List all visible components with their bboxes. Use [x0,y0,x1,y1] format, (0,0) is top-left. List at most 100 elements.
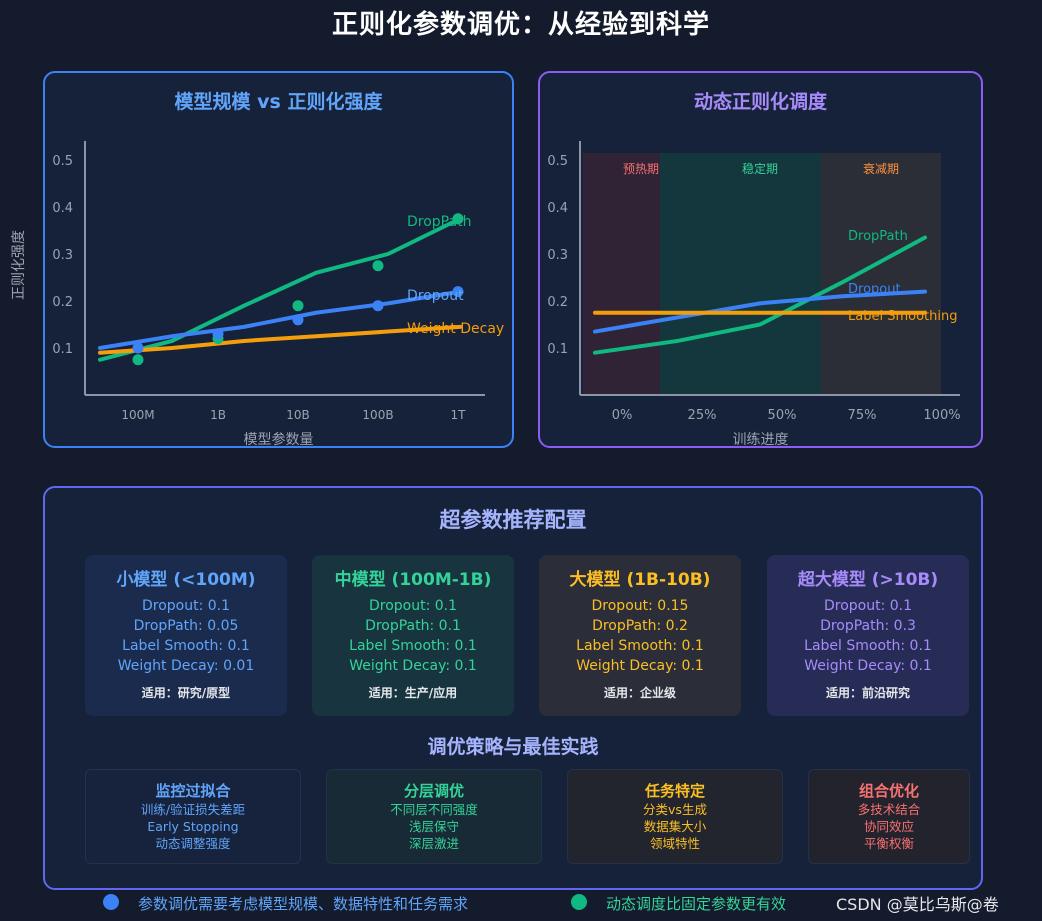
config-param: DropPath: 0.1 [365,618,461,634]
x-tick-label: 1B [210,408,226,422]
droppath-label: DropPath [848,229,908,244]
footer-bullet-icon [571,894,587,910]
data-point-dropout [132,342,144,354]
phase-stable-label: 稳定期 [742,161,778,176]
config-param: Label Smooth: 0.1 [804,638,932,654]
phase-decay-label: 衰减期 [863,161,899,176]
strategy-point: 数据集大小 [643,819,707,834]
config-card: 大模型 (1B-10B) Dropout: 0.15 DropPath: 0.2 La… [539,555,741,716]
config-param: Dropout: 0.1 [823,598,913,614]
strategy-title: 监控过拟合 [155,782,231,800]
strategy-card: 监控过拟合 训练/验证损失差距 Early Stopping 动态调整强度 [85,769,301,864]
y-tick-label: 0.4 [52,201,73,216]
config-param: Weight Decay: 0.1 [349,658,477,674]
config-card: 中模型 (100M-1B) Dropout: 0.1 DropPath: 0.1 La… [312,555,514,716]
weight-decay-label: Weight Decay [407,321,504,337]
model-scale-chart: 0.5 0.4 0.3 0.2 0.1 100M 1B 10B 100B 1T DropPath… [52,141,504,422]
config-param: Weight Decay: 0.01 [117,658,255,674]
config-card-title: 中模型 (100M-1B) [334,570,492,590]
y-tick-label: 0.1 [52,342,73,357]
watermark: CSDN @莫比乌斯@卷 [836,895,999,914]
strategy-point: 领域特性 [649,836,700,851]
phase-warmup-label: 预热期 [623,162,659,176]
config-param: DropPath: 0.3 [820,618,916,634]
y-tick-label: 0.4 [547,201,568,216]
x-tick-label: 100B [362,408,393,422]
right-chart-title: 动态正则化调度 [693,91,827,113]
series-line-weight-decay [98,324,462,355]
config-param: Label Smooth: 0.1 [349,638,477,654]
data-point-droppath [452,213,464,225]
config-param: Label Smooth: 0.1 [576,638,704,654]
strategy-point: 分类vs生成 [643,802,707,817]
config-use-case: 适用：前沿研究 [825,686,910,700]
page-title: 正则化参数调优：从经验到科学 [331,10,710,40]
config-param: Dropout: 0.1 [141,598,231,614]
config-use-case: 适用：研究/原型 [141,686,231,700]
x-tick-label: 0% [612,408,633,423]
strategy-point: 动态调整强度 [155,836,231,851]
model-scale-chart-panel: 模型规模 vs 正则化强度 0.5 0.4 0.3 0.2 0.1 100M 1B 10B 1… [43,71,514,448]
y-tick-label: 0.2 [547,295,568,310]
config-param: Dropout: 0.15 [591,598,689,614]
config-param: Dropout: 0.1 [368,598,458,614]
strategy-card: 分层调优 不同层不同强度 浅层保守 深层激进 [326,769,542,864]
strategy-card: 任务特定分类vs生成 数据集大小领域特性 [567,769,783,864]
data-point-dropout [292,314,304,326]
strategy-point: 多技术结合 [857,802,921,817]
x-tick-label: 50% [768,408,797,423]
droppath-label: DropPath [407,214,471,230]
recommend-title: 超参数推荐配置 [439,508,587,532]
config-use-case: 适用：生产/应用 [368,686,458,700]
data-point-droppath [292,300,304,312]
config-card: 小模型 (<100M) Dropout: 0.1 DropPath: 0.05 Lab… [85,555,287,716]
dropout-label: Dropout [848,282,901,297]
config-card: 超大模型 (>10B) Dropout: 0.1 DropPath: 0.3 Labe… [767,555,969,716]
x-tick-label: 1T [451,408,467,422]
right-x-axis-label: 训练进度 [732,432,789,448]
y-tick-label: 0.1 [547,342,568,357]
data-point-dropout [372,300,384,312]
series-line-droppath [98,216,462,362]
config-param: DropPath: 0.2 [592,618,688,634]
data-point-droppath [372,260,384,272]
strategies-title: 调优策略与最佳实践 [427,736,599,758]
footer-bullet-icon [103,894,119,910]
config-card-title: 超大模型 (>10B) [797,570,939,590]
strategy-card: 组合优化多技术结合协同效应平衡权衡 [808,769,970,864]
data-point-droppath [132,354,144,366]
strategy-point: Early Stopping [147,819,239,834]
strategy-point: 协同效应 [863,819,914,834]
series-line-dropout [593,289,927,334]
series-line-droppath [593,235,927,355]
y-tick-label: 0.3 [547,248,568,263]
phase-decay-band [821,153,941,395]
phase-warmup-band [583,153,660,395]
y-tick-label: 0.3 [52,248,73,263]
dynamic-schedule-chart: 预热期 稳定期 衰减期 0.5 0.4 0.3 0.2 0.1 0% 25% 50% 75% 1… [547,141,961,423]
config-param: Label Smooth: 0.1 [122,638,250,654]
config-param: Weight Decay: 0.1 [804,658,932,674]
strategy-title: 组合优化 [858,782,919,800]
config-param: Weight Decay: 0.1 [576,658,704,674]
config-card-title: 小模型 (<100M) [116,570,256,590]
strategy-point: 平衡权衡 [863,836,914,851]
y-tick-label: 0.5 [547,154,568,169]
strategy-point: 浅层保守 [408,819,459,834]
phase-stable-band [660,153,821,395]
data-point-dropout [212,328,224,340]
label-smoothing-label: Label Smoothing [848,309,957,324]
strategy-point: 不同层不同强度 [390,802,478,817]
y-axis-label: 正则化强度 [11,230,27,300]
strategy-point: 深层激进 [408,836,459,851]
data-point-dropout [452,286,464,298]
dynamic-schedule-chart-panel: 动态正则化调度 预热期 稳定期 衰减期 0.5 0.4 0.3 0.2 0.1 0% 25… [538,71,983,448]
footer-note: 参数调优需要考虑模型规模、数据特性和任务需求 [138,895,469,913]
config-use-case: 适用：企业级 [603,686,676,700]
recommendation-panel: 超参数推荐配置 小模型 (<100M) Dropout: 0.1 DropPath:… [43,486,983,890]
y-tick-label: 0.5 [52,154,73,169]
strategy-title: 任务特定 [644,782,705,800]
config-param: DropPath: 0.05 [133,618,239,634]
x-tick-label: 100% [923,408,960,423]
footer-note: 动态调度比固定参数更有效 [606,895,787,913]
